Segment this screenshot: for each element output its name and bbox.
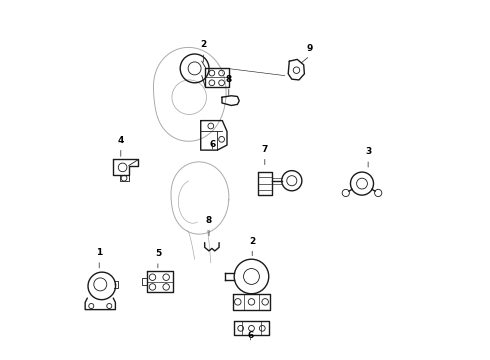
Text: 5: 5 <box>155 249 161 258</box>
Text: 7: 7 <box>262 145 268 154</box>
Text: 6: 6 <box>247 331 253 340</box>
Text: 8: 8 <box>226 75 232 84</box>
Text: 6: 6 <box>210 140 216 149</box>
Text: 2: 2 <box>249 237 255 246</box>
Text: 2: 2 <box>200 40 207 49</box>
Text: 9: 9 <box>307 44 313 53</box>
Text: 1: 1 <box>96 248 102 257</box>
Text: 3: 3 <box>365 147 371 156</box>
Text: 4: 4 <box>118 136 124 145</box>
Text: 8: 8 <box>206 216 212 225</box>
